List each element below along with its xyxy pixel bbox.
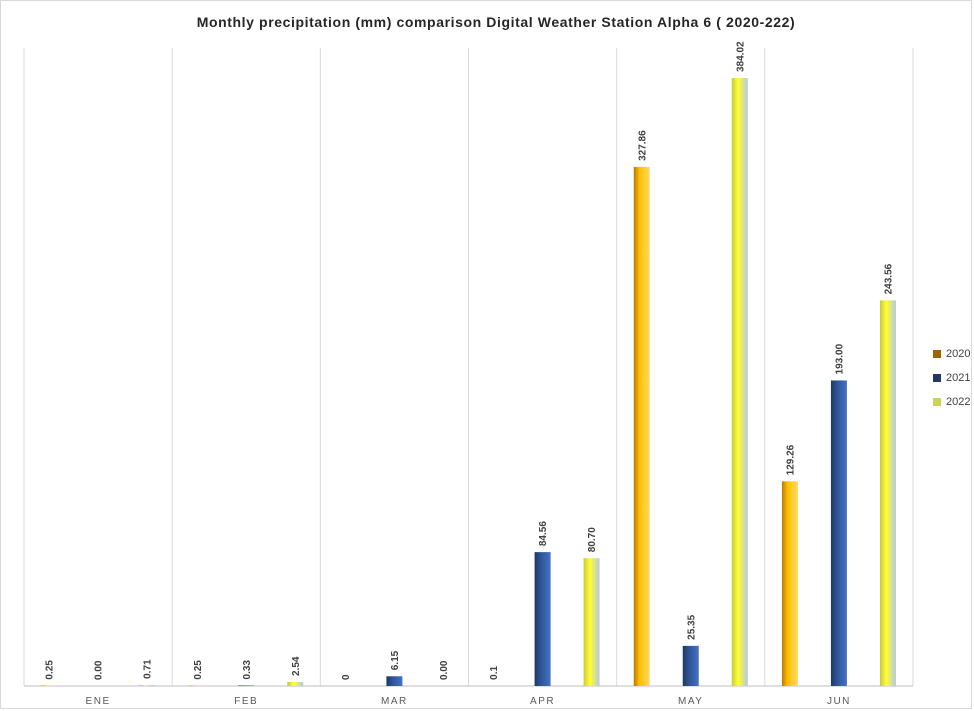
- legend-item-2021: 2021: [933, 366, 970, 390]
- bar-2021-mar: [386, 676, 403, 686]
- bar-2021-feb: [238, 685, 255, 686]
- data-label-2021-jun: 193.00: [835, 343, 846, 374]
- bar-2022-ene: [139, 684, 156, 686]
- bar-2022-feb: [287, 681, 304, 686]
- data-label-2021-feb: 0.33: [242, 660, 253, 680]
- data-label-2022-feb: 2.54: [291, 656, 302, 676]
- data-label-2021-may: 25.35: [686, 614, 697, 639]
- bar-2022-jun: [879, 300, 896, 686]
- data-label-2022-may: 384.02: [735, 41, 746, 72]
- bar-2021-apr: [534, 552, 551, 686]
- category-separators: [23, 48, 914, 686]
- data-label-2020-may: 327.86: [637, 130, 648, 161]
- x-tick-label-apr: APR: [530, 696, 555, 707]
- data-label-2022-apr: 80.70: [587, 527, 598, 552]
- bar-2021-may: [682, 645, 699, 686]
- legend-swatch-2021: [933, 374, 941, 382]
- bars: [41, 78, 896, 686]
- bar-2020-may: [633, 166, 650, 686]
- bar-2020-jun: [781, 481, 798, 686]
- data-label-2022-jun: 243.56: [884, 263, 895, 294]
- data-label-2020-jun: 129.26: [786, 444, 797, 475]
- legend: 2020 2021 2022: [933, 342, 970, 414]
- data-label-2020-ene: 0.25: [45, 660, 56, 680]
- x-tick-label-may: MAY: [678, 696, 703, 707]
- chart-title: Monthly precipitation (mm) comparison Di…: [196, 14, 796, 30]
- data-label-2020-apr: 0.1: [489, 666, 500, 680]
- data-label-2022-mar: 0.00: [439, 660, 450, 680]
- data-labels: 0.25 0.00 0.71 0.25 0.33 2.54 0 6.15 0.00 0.1 84.5…: [45, 41, 895, 680]
- legend-item-2022: 2022: [933, 390, 970, 414]
- x-tick-label-mar: MAR: [381, 696, 408, 707]
- data-label-2020-mar: 0: [341, 674, 352, 680]
- legend-swatch-2022: [933, 398, 941, 406]
- data-label-2021-mar: 6.15: [390, 650, 401, 670]
- x-axis-tick-labels: ENE FEB MAR APR MAY JUN: [86, 696, 851, 707]
- bar-2022-apr: [583, 558, 600, 686]
- data-label-2022-ene: 0.71: [143, 659, 154, 679]
- bar-2022-may: [731, 78, 748, 686]
- bar-2021-jun: [830, 380, 847, 686]
- data-label-2020-feb: 0.25: [193, 660, 204, 680]
- x-tick-label-feb: FEB: [234, 696, 258, 707]
- legend-item-2020: 2020: [933, 342, 970, 366]
- x-tick-label-ene: ENE: [86, 696, 111, 707]
- data-label-2021-apr: 84.56: [538, 521, 549, 546]
- data-label-2021-ene: 0.00: [94, 660, 105, 680]
- legend-label-2022: 2022: [946, 396, 971, 408]
- legend-swatch-2020: [933, 350, 941, 358]
- legend-label-2020: 2020: [946, 348, 971, 360]
- x-tick-label-jun: JUN: [827, 696, 851, 707]
- legend-label-2021: 2021: [946, 372, 971, 384]
